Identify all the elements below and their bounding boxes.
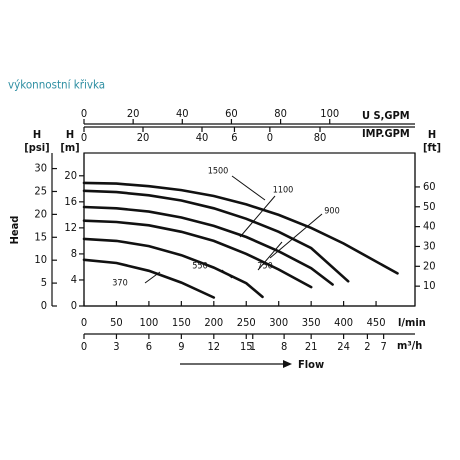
- y-tick-label: 4: [71, 273, 77, 286]
- psi-tick-label: 10: [34, 253, 47, 266]
- usgpm-tick-label: 20: [127, 107, 140, 120]
- y-tick-label: 12: [64, 221, 77, 234]
- curve-label: 900: [324, 207, 339, 217]
- m3h-tick-label: 9: [178, 340, 184, 353]
- usgpm-tick-label: 40: [176, 107, 189, 120]
- x-tick-label: 50: [110, 316, 123, 329]
- curve-label: 1100: [273, 186, 294, 196]
- y-tick-label: 0: [71, 299, 77, 312]
- x-tick-label: 150: [172, 316, 191, 329]
- flow-arrow-head: [283, 360, 292, 368]
- x-tick-label: 250: [237, 316, 256, 329]
- impgpm-tick-label: 6: [231, 131, 237, 144]
- ft-tick-label: 10: [423, 279, 436, 292]
- pump-curve: [82, 219, 313, 289]
- m3h-tick-label: 6: [146, 340, 152, 353]
- impgpm-tick-label: 40: [196, 131, 209, 144]
- m3h-tick-label: 24: [337, 340, 350, 353]
- impgpm-tick-label: 80: [314, 131, 327, 144]
- ft-tick-label: 50: [423, 200, 436, 213]
- impgpm-tick-label: 0: [81, 131, 87, 144]
- usgpm-tick-label: 80: [274, 107, 287, 120]
- m3h-label: m³/h: [397, 339, 422, 352]
- usgpm-tick-label: 100: [320, 107, 339, 120]
- usgpm-label: U S,GPM: [362, 109, 410, 122]
- pump-curve: [82, 205, 334, 286]
- curve-label: 370: [112, 279, 127, 289]
- x-tick-label: 100: [139, 316, 158, 329]
- pump-curve: [82, 258, 216, 299]
- pump-curve: [82, 237, 264, 299]
- m3h-tick-label: 15: [240, 340, 253, 353]
- leader-line: [257, 241, 283, 271]
- ft-tick-label: 60: [423, 180, 436, 193]
- ft-tick-label: 30: [423, 239, 436, 252]
- psi-label-head: H: [33, 128, 41, 141]
- m-label-head: H: [66, 128, 74, 141]
- curve-label: 550: [192, 262, 207, 272]
- flow-label: Flow: [298, 358, 324, 371]
- ft-tick-label: 20: [423, 259, 436, 272]
- chart-title: výkonnostní křivka: [8, 78, 105, 92]
- psi-tick-label: 25: [34, 184, 47, 197]
- impgpm-tick-label: 0: [267, 131, 273, 144]
- m3h-tick-label: 3: [113, 340, 119, 353]
- impgpm-label: IMP.GPM: [362, 127, 410, 140]
- m3h-tick-label: 12: [208, 340, 221, 353]
- m3h-tick-label: 1: [250, 340, 256, 353]
- psi-tick-label: 20: [34, 207, 47, 220]
- x-tick-label: 400: [334, 316, 353, 329]
- y-tick-label: 20: [64, 169, 77, 182]
- y-tick-label: 8: [71, 247, 77, 260]
- pump-curve: [82, 189, 350, 283]
- leader-line: [144, 271, 161, 284]
- leader-line: [231, 175, 266, 201]
- curve-label: 750: [257, 262, 272, 272]
- pump-curve: [82, 181, 399, 275]
- psi-tick-label: 5: [41, 276, 47, 289]
- m3h-tick-label: 0: [81, 340, 87, 353]
- x-tick-label: 0: [81, 316, 87, 329]
- ft-label-head: H: [428, 128, 436, 141]
- m3h-tick-label: 8: [281, 340, 287, 353]
- leader-line: [221, 269, 233, 279]
- curve-label: 1500: [208, 167, 229, 177]
- usgpm-tick-label: 0: [81, 107, 87, 120]
- impgpm-tick-label: 20: [137, 131, 150, 144]
- ft-label-unit: [ft]: [423, 141, 441, 154]
- plot-frame: [83, 152, 416, 307]
- m3h-tick-label: 2: [364, 340, 370, 353]
- ft-tick-label: 40: [423, 220, 436, 233]
- x-label: l/min: [398, 316, 426, 329]
- psi-label-unit: [psi]: [24, 141, 49, 154]
- usgpm-tick-label: 60: [225, 107, 238, 120]
- x-tick-label: 450: [367, 316, 386, 329]
- leader-line: [239, 195, 276, 238]
- x-tick-label: 350: [302, 316, 321, 329]
- m3h-tick-label: 21: [305, 340, 318, 353]
- psi-tick-label: 15: [34, 230, 47, 243]
- psi-tick-label: 0: [41, 299, 47, 312]
- leader-line: [269, 213, 323, 259]
- side-label: Head: [8, 216, 21, 245]
- psi-tick-label: 30: [34, 162, 47, 175]
- x-tick-label: 300: [269, 316, 288, 329]
- x-tick-label: 200: [204, 316, 223, 329]
- m3h-tick-label: 7: [380, 340, 386, 353]
- m-label-unit: [m]: [60, 141, 79, 154]
- y-tick-label: 16: [64, 195, 77, 208]
